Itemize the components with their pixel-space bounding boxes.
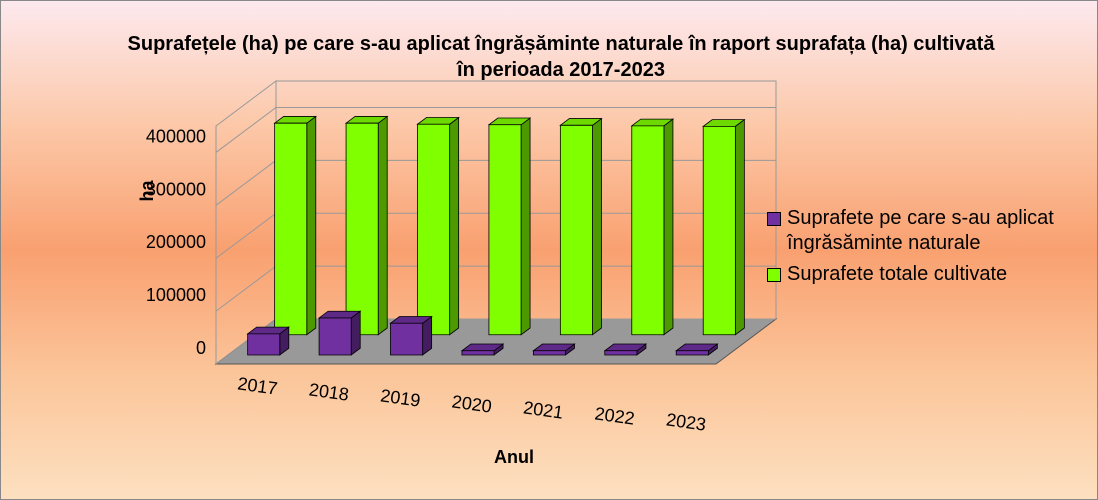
x-tick-label: 2020	[451, 391, 493, 416]
bar	[417, 123, 451, 336]
bar	[532, 350, 566, 356]
y-tick-label: 400000	[146, 126, 206, 146]
bar-side	[663, 118, 674, 336]
legend-item: Suprafete pe care s-au aplicat îngrăsămi…	[767, 206, 1087, 256]
bar	[318, 317, 352, 356]
bar	[559, 124, 593, 336]
legend: Suprafete pe care s-au aplicat îngrăsămi…	[767, 206, 1087, 293]
chart-title: Suprafețele (ha) pe care s-au aplicat în…	[127, 33, 995, 81]
bar-side	[377, 115, 388, 336]
grid-line	[215, 159, 277, 206]
bar-side	[592, 117, 602, 336]
legend-label: Suprafete totale cultivate	[787, 263, 1008, 285]
grid-line	[215, 318, 277, 365]
y-tick-label: 0	[196, 338, 206, 358]
y-axis-label: ha	[137, 180, 157, 202]
legend-label: Suprafete pe care s-au aplicat îngrăsămi…	[787, 207, 1054, 254]
bar	[461, 350, 495, 356]
x-tick-label: 2023	[665, 409, 707, 434]
bar-side	[734, 118, 745, 336]
legend-item: Suprafete totale cultivate	[767, 262, 1087, 287]
legend-swatch	[767, 212, 781, 226]
side-wall	[215, 80, 277, 365]
grid-line	[215, 107, 277, 153]
x-tick-label: 2021	[522, 397, 564, 422]
legend-swatch	[767, 268, 781, 282]
bar	[274, 122, 308, 336]
x-tick-label: 2017	[236, 373, 278, 398]
bar-side	[520, 117, 531, 336]
bar	[604, 350, 638, 356]
y-tick-label: 100000	[146, 285, 206, 305]
x-axis-label: Anul	[494, 447, 534, 467]
bar-side	[350, 310, 361, 356]
bar	[390, 322, 424, 356]
x-tick-label: 2022	[593, 403, 635, 428]
bar	[247, 333, 281, 356]
bar	[675, 350, 709, 356]
y-tick-label: 200000	[146, 232, 206, 252]
bar	[345, 122, 379, 336]
x-tick-label: 2019	[379, 385, 421, 410]
bar	[702, 125, 736, 336]
bar-side	[449, 116, 460, 336]
bar-side	[306, 115, 317, 336]
x-tick-label: 2018	[308, 379, 350, 404]
bar	[488, 124, 522, 336]
bar	[631, 125, 665, 336]
y-tick-label: 300000	[146, 179, 206, 199]
grid-line	[215, 212, 277, 259]
grid-line	[215, 265, 277, 312]
